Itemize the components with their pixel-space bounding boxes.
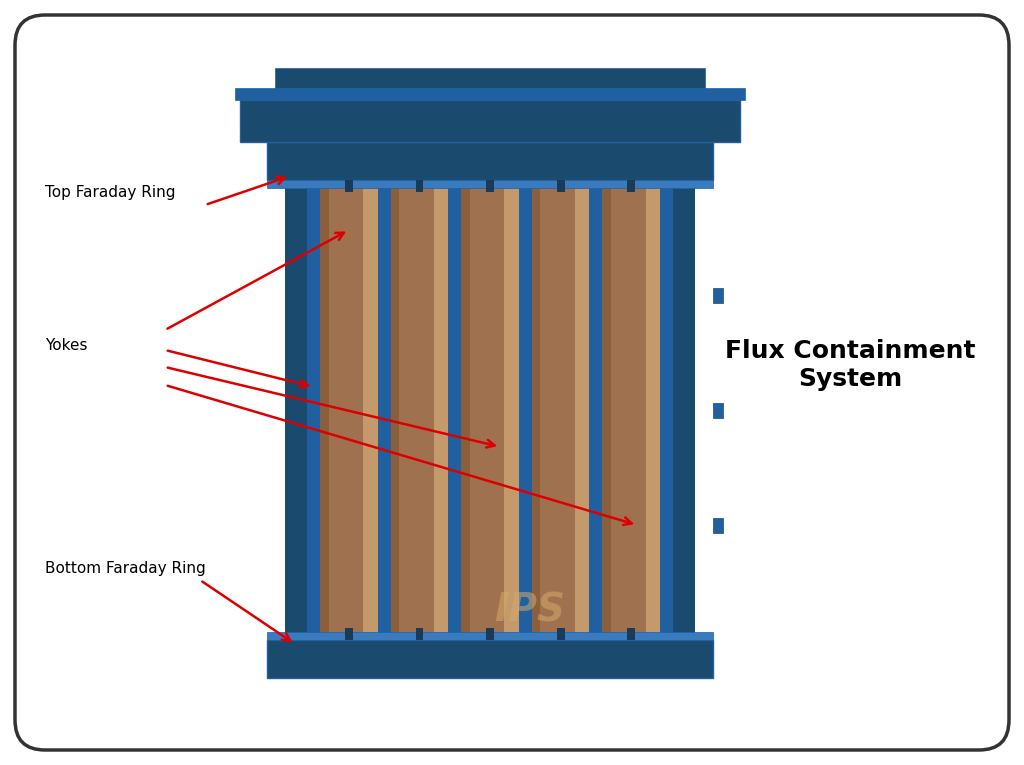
Bar	[416, 180, 423, 192]
Bar	[713, 288, 723, 302]
Bar	[285, 180, 307, 640]
Bar	[713, 402, 723, 418]
Bar	[285, 180, 695, 640]
Bar	[486, 628, 494, 640]
Bar	[267, 640, 713, 678]
Text: Top Faraday Ring: Top Faraday Ring	[45, 185, 175, 200]
Bar	[364, 180, 378, 640]
Bar	[240, 100, 740, 142]
Bar	[390, 180, 399, 640]
Bar	[673, 180, 695, 640]
Bar	[713, 517, 723, 532]
Bar	[519, 180, 531, 640]
Bar	[486, 180, 494, 192]
Text: IPS: IPS	[495, 591, 565, 629]
Bar	[602, 180, 611, 640]
Bar	[378, 180, 390, 640]
Text: Bottom Faraday Ring: Bottom Faraday Ring	[45, 561, 206, 575]
Bar	[234, 88, 745, 100]
Bar	[267, 180, 713, 188]
Text: Flux Containment
System: Flux Containment System	[725, 339, 975, 391]
Bar	[575, 180, 590, 640]
Bar	[390, 180, 449, 640]
Bar	[557, 628, 564, 640]
Bar	[531, 180, 590, 640]
FancyBboxPatch shape	[15, 15, 1009, 750]
Bar	[416, 628, 423, 640]
Bar	[531, 180, 541, 640]
Bar	[345, 628, 352, 640]
Bar	[645, 180, 660, 640]
Bar	[557, 180, 564, 192]
Bar	[319, 180, 378, 640]
Bar	[345, 180, 352, 192]
Bar	[628, 180, 635, 192]
Bar	[590, 180, 602, 640]
Bar	[275, 68, 705, 88]
Bar	[319, 180, 329, 640]
Bar	[628, 628, 635, 640]
Bar	[449, 180, 461, 640]
Bar	[461, 180, 470, 640]
Bar	[602, 180, 660, 640]
Bar	[505, 180, 519, 640]
Bar	[307, 180, 319, 640]
Bar	[461, 180, 519, 640]
Text: Yokes: Yokes	[45, 337, 87, 353]
Bar	[434, 180, 449, 640]
Bar	[660, 180, 673, 640]
Bar	[267, 632, 713, 640]
Bar	[267, 142, 713, 180]
